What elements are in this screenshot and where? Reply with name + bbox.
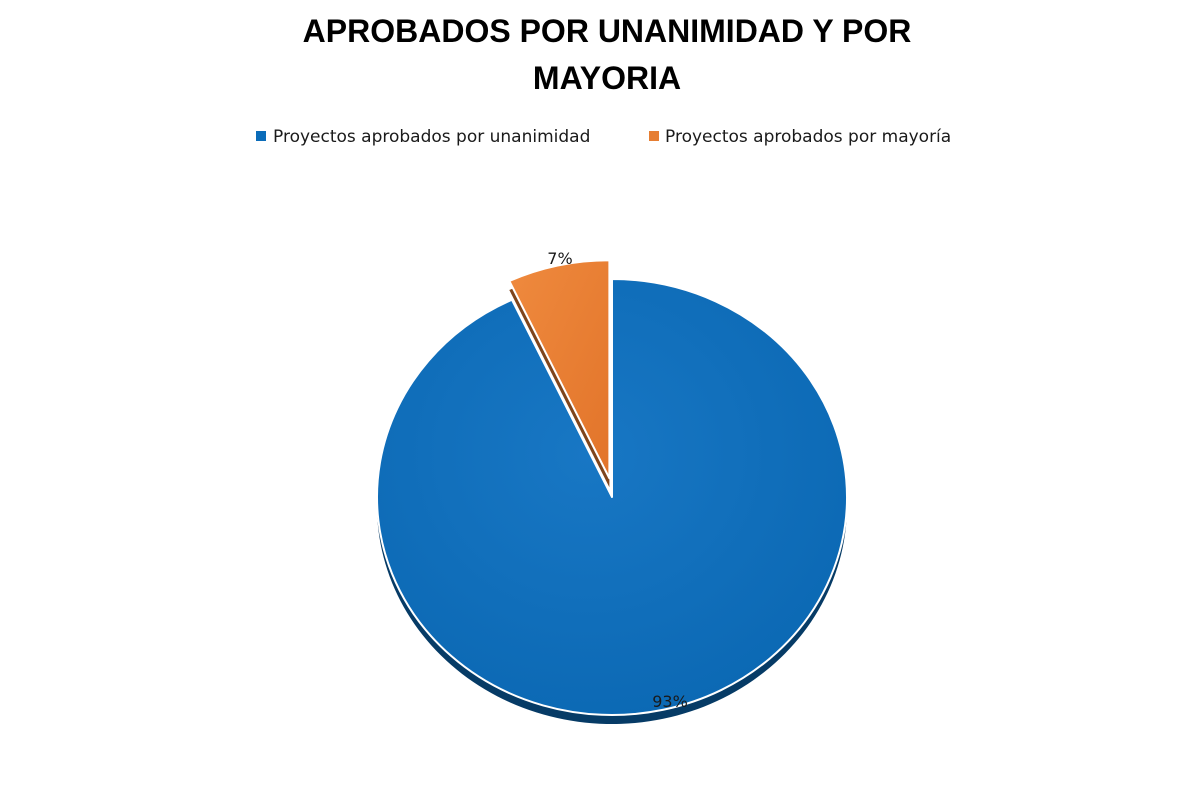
data-label-unanimidad: 93% <box>652 692 688 711</box>
chart-title-line-2: MAYORIA <box>533 60 681 96</box>
legend-label-unanimidad: Proyectos aprobados por unanimidad <box>273 127 590 147</box>
pie-slices <box>376 259 849 725</box>
chart-title: APROBADOS POR UNANIMIDAD Y POR MAYORIA <box>303 13 912 96</box>
data-labels: 93% 7% <box>547 249 687 711</box>
legend-swatch-unanimidad <box>256 131 266 141</box>
legend: Proyectos aprobados por unanimidad Proye… <box>256 127 951 147</box>
legend-label-mayoria: Proyectos aprobados por mayoría <box>665 127 951 147</box>
legend-swatch-mayoria <box>649 131 659 141</box>
pie-slice-unanimidad <box>376 278 849 716</box>
chart-title-line-1: APROBADOS POR UNANIMIDAD Y POR <box>303 13 912 49</box>
data-label-mayoria: 7% <box>547 249 572 268</box>
pie-slice-mayoria <box>508 259 611 480</box>
